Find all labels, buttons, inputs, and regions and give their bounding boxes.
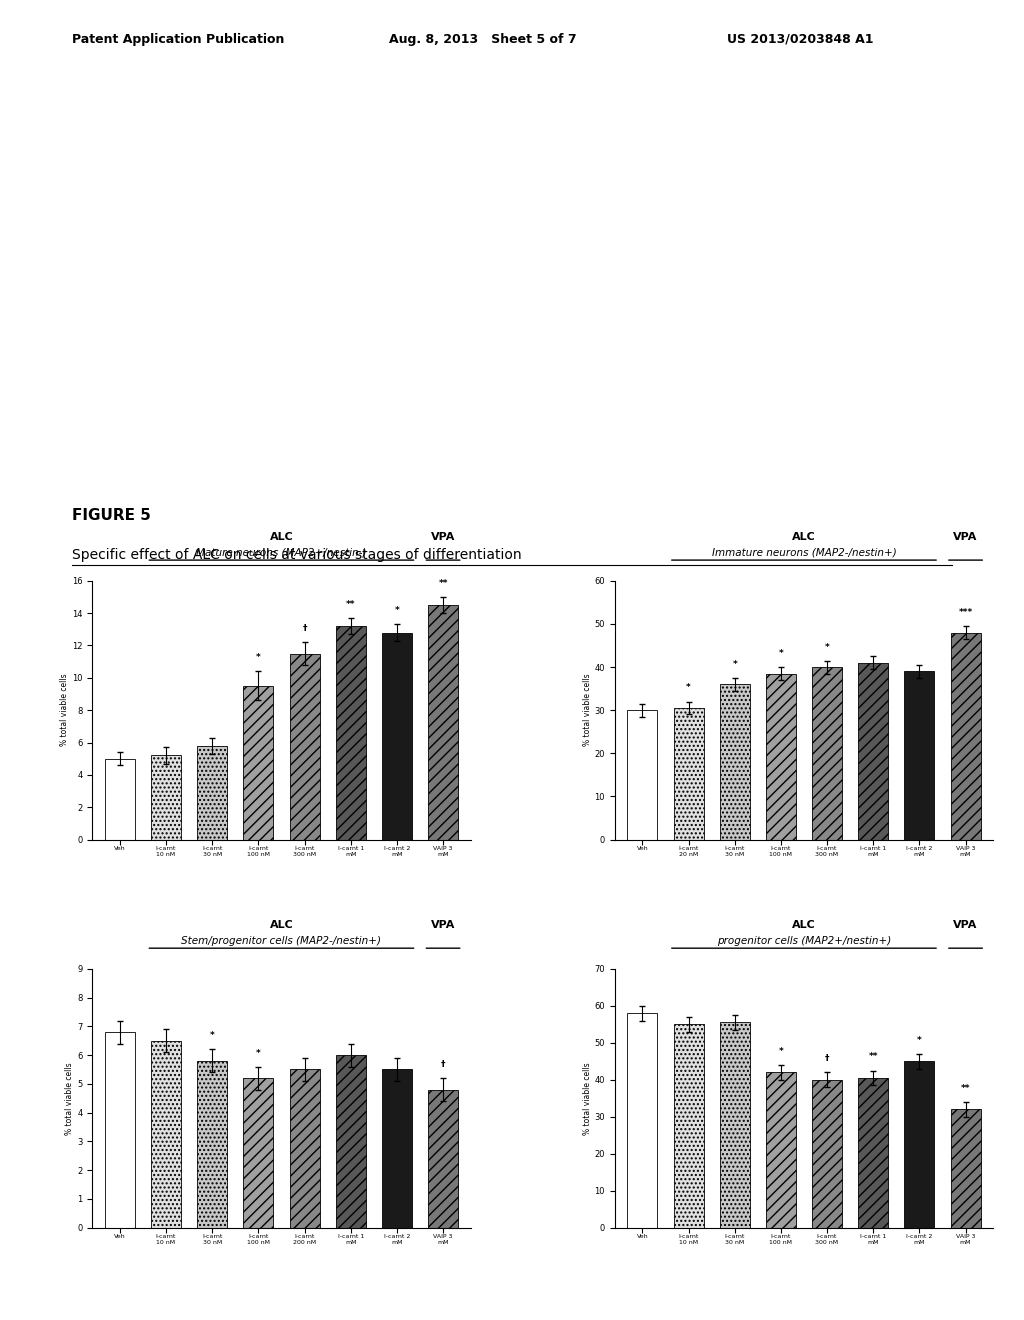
Bar xyxy=(290,1069,319,1228)
Bar xyxy=(766,1072,796,1228)
Bar xyxy=(336,626,366,840)
Bar xyxy=(674,1024,703,1228)
Text: VPA: VPA xyxy=(953,532,978,543)
Bar xyxy=(950,632,981,840)
Text: *: * xyxy=(824,643,829,652)
Text: *: * xyxy=(210,1031,215,1040)
Bar xyxy=(628,710,657,840)
Bar xyxy=(382,1069,412,1228)
Text: *: * xyxy=(778,1047,783,1056)
Text: ***: *** xyxy=(958,609,973,616)
Text: **: ** xyxy=(346,599,355,609)
Bar xyxy=(104,1032,135,1228)
Text: ALC: ALC xyxy=(793,920,816,931)
Bar xyxy=(858,663,888,840)
Bar xyxy=(198,1061,227,1228)
Text: *: * xyxy=(778,649,783,657)
Text: **: ** xyxy=(438,579,447,587)
Text: *: * xyxy=(686,684,691,693)
Text: Aug. 8, 2013   Sheet 5 of 7: Aug. 8, 2013 Sheet 5 of 7 xyxy=(389,33,577,46)
Text: ALC: ALC xyxy=(793,532,816,543)
Text: ALC: ALC xyxy=(269,920,293,931)
Text: VPA: VPA xyxy=(431,920,456,931)
Bar xyxy=(290,653,319,840)
Text: †: † xyxy=(440,1060,445,1069)
Text: Specific effect of ALC on cells at various stages of differentiation: Specific effect of ALC on cells at vario… xyxy=(72,548,521,562)
Bar xyxy=(904,672,935,840)
Title: Mature neurons (MAP2+/nestin-): Mature neurons (MAP2+/nestin-) xyxy=(197,548,367,558)
Text: ALC: ALC xyxy=(269,532,293,543)
Text: US 2013/0203848 A1: US 2013/0203848 A1 xyxy=(727,33,873,46)
Title: Immature neurons (MAP2-/nestin+): Immature neurons (MAP2-/nestin+) xyxy=(712,548,896,558)
Bar xyxy=(382,632,412,840)
Bar xyxy=(428,605,458,840)
Text: *: * xyxy=(394,606,399,615)
Text: †: † xyxy=(302,624,307,634)
Y-axis label: % total viable cells: % total viable cells xyxy=(583,673,592,747)
Bar xyxy=(858,1078,888,1228)
Bar xyxy=(674,708,703,840)
Text: **: ** xyxy=(868,1052,878,1061)
Title: progenitor cells (MAP2+/nestin+): progenitor cells (MAP2+/nestin+) xyxy=(717,936,891,946)
Text: *: * xyxy=(732,660,737,669)
Text: **: ** xyxy=(961,1084,971,1093)
Bar xyxy=(244,686,273,840)
Bar xyxy=(812,667,842,840)
Bar xyxy=(198,746,227,840)
Text: VPA: VPA xyxy=(431,532,456,543)
Text: †: † xyxy=(824,1055,829,1064)
Bar xyxy=(336,1055,366,1228)
Bar xyxy=(428,1089,458,1228)
Text: *: * xyxy=(918,1036,922,1045)
Bar xyxy=(904,1061,935,1228)
Title: Stem/progenitor cells (MAP2-/nestin+): Stem/progenitor cells (MAP2-/nestin+) xyxy=(181,936,382,946)
Text: *: * xyxy=(256,653,261,663)
Bar xyxy=(720,684,750,840)
Text: *: * xyxy=(256,1048,261,1057)
Bar xyxy=(244,1078,273,1228)
Bar xyxy=(812,1080,842,1228)
Bar xyxy=(104,759,135,840)
Bar xyxy=(766,673,796,840)
Y-axis label: % total viable cells: % total viable cells xyxy=(60,673,69,747)
Bar xyxy=(720,1023,750,1228)
Bar xyxy=(628,1014,657,1228)
Bar xyxy=(151,1040,181,1228)
Text: VPA: VPA xyxy=(953,920,978,931)
Y-axis label: % total viable cells: % total viable cells xyxy=(66,1061,75,1135)
Text: Patent Application Publication: Patent Application Publication xyxy=(72,33,284,46)
Bar xyxy=(950,1109,981,1228)
Text: FIGURE 5: FIGURE 5 xyxy=(72,508,151,523)
Bar xyxy=(151,755,181,840)
Y-axis label: % total viable cells: % total viable cells xyxy=(583,1061,592,1135)
